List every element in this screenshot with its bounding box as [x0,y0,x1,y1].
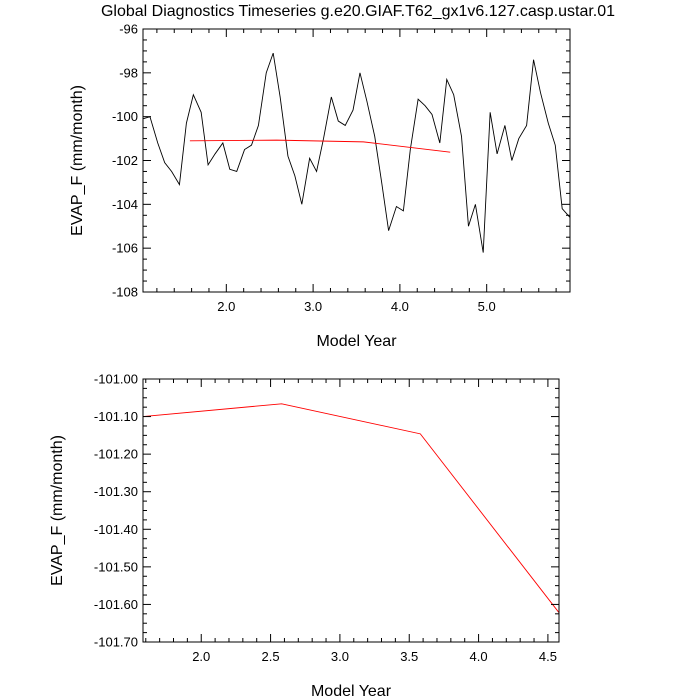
top-panel: 2.0 3.0 4.0 5.0 -108 -106 -104 -102 -100 -98 -96 M… [69,22,571,350]
bottom-x-tick-label-1: 2.5 [262,649,280,664]
top-y-axis-label: EVAP_F (mm/month) [69,85,86,236]
top-y-tick-label-2: -104 [112,197,138,212]
top-y-tick-label-1: -106 [112,241,138,256]
chart-title: Global Diagnostics Timeseries g.e20.GIAF… [101,3,615,20]
bottom-y-tick-label-7: -101.00 [94,372,138,387]
top-y-tick-label-4: -100 [112,109,138,124]
bottom-series-layer [142,403,560,613]
top-series-annual-mean-line [189,139,451,153]
top-x-axis-label: Model Year [316,333,397,350]
top-y-tick-label-0: -108 [112,285,138,300]
bottom-y-tick-label-1: -101.60 [94,597,138,612]
top-plot-frame [142,28,571,293]
bottom-y-axis-label: EVAP_F (mm/month) [49,435,66,586]
top-ticks-layer: 2.0 3.0 4.0 5.0 -108 -106 -104 -102 -100 -98 -96 [112,22,570,314]
bottom-y-tick-label-3: -101.40 [94,522,138,537]
bottom-x-tick-label-3: 3.5 [400,649,418,664]
top-x-tick-label-3: 5.0 [478,299,496,314]
bottom-series-annual-mean-line [142,403,560,613]
bottom-x-tick-label-4: 4.0 [470,649,488,664]
bottom-y-tick-label-5: -101.20 [94,447,138,462]
bottom-y-tick-label-6: -101.10 [94,409,138,424]
bottom-x-tick-label-2: 3.0 [331,649,349,664]
top-series-layer [142,52,571,253]
top-x-tick-label-0: 2.0 [217,299,235,314]
bottom-y-tick-label-0: -101.70 [94,635,138,650]
top-y-tick-label-5: -98 [119,65,138,80]
bottom-x-tick-label-0: 2.0 [192,649,210,664]
top-x-tick-label-1: 3.0 [304,299,322,314]
bottom-y-tick-label-4: -101.30 [94,484,138,499]
bottom-ticks-layer: 2.0 2.5 3.0 3.5 4.0 4.5 -101.70 -101.60 -101.50 -… [94,372,559,664]
top-x-tick-label-2: 4.0 [391,299,409,314]
top-series-monthly-line [142,52,571,253]
bottom-y-tick-label-2: -101.50 [94,559,138,574]
bottom-x-axis-label: Model Year [311,683,392,700]
bottom-panel: 2.0 2.5 3.0 3.5 4.0 4.5 -101.70 -101.60 -101.50 -… [49,372,560,700]
top-y-tick-label-6: -96 [119,22,138,37]
bottom-x-tick-label-5: 4.5 [539,649,557,664]
top-y-tick-label-3: -102 [112,153,138,168]
